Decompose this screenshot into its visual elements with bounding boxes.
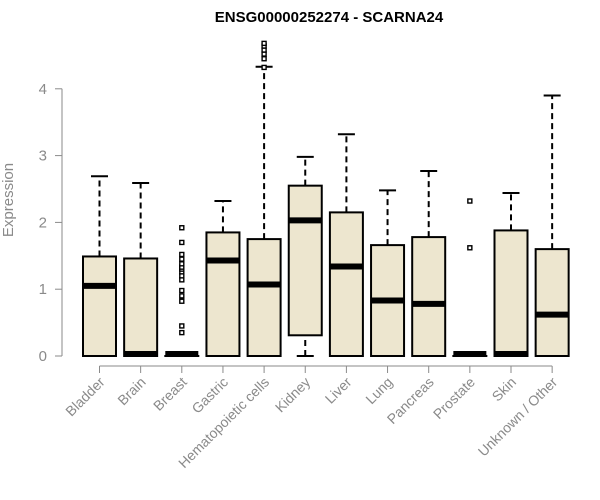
outlier-point <box>179 256 185 262</box>
box-group <box>82 40 570 358</box>
x-tick-label: Skin <box>489 374 520 405</box>
chart-title: ENSG00000252274 - SCARNA24 <box>215 9 444 26</box>
outlier-point <box>179 293 185 299</box>
box-body <box>82 255 117 357</box>
x-tick-label: Brain <box>114 374 148 408</box>
y-tick-label: 2 <box>39 214 47 231</box>
outlier-point <box>467 198 473 204</box>
x-tick-label: Kidney <box>272 374 314 416</box>
box-lung <box>370 189 406 357</box>
outlier-point <box>261 40 267 47</box>
outlier-point <box>179 225 185 231</box>
x-tick-label: Prostate <box>430 374 478 422</box>
outlier-point <box>261 64 267 71</box>
y-axis: 0 1 2 3 4 <box>39 81 63 365</box>
box-hematopoietic-cells <box>246 40 282 358</box>
x-tick-label: Breast <box>150 374 190 414</box>
outlier-point <box>261 56 267 62</box>
box-skin <box>493 192 529 357</box>
outlier-point <box>179 323 185 329</box>
box-breast <box>164 225 200 358</box>
box-unknown-other <box>534 94 570 357</box>
box-body <box>534 248 570 357</box>
box-kidney <box>287 155 323 357</box>
box-gastric <box>205 200 241 357</box>
outlier-point <box>179 239 185 246</box>
box-pancreas <box>411 169 447 357</box>
outlier-point <box>179 251 185 258</box>
y-tick-label: 4 <box>39 81 47 98</box>
box-prostate <box>452 198 488 358</box>
box-liver <box>328 133 364 357</box>
box-body <box>205 231 241 357</box>
box-bladder <box>82 175 117 357</box>
box-body <box>123 257 159 357</box>
x-tick-label: Liver <box>322 374 355 407</box>
outlier-point <box>179 261 185 267</box>
box-body <box>411 236 447 357</box>
y-tick-label: 3 <box>39 148 47 165</box>
outlier-point <box>179 287 185 294</box>
y-tick-label: 0 <box>39 348 47 365</box>
box-brain <box>123 181 159 357</box>
outlier-point <box>179 298 185 304</box>
box-body <box>287 184 323 337</box>
x-tick-label: Bladder <box>62 374 108 420</box>
box-body <box>493 229 529 357</box>
outlier-point <box>467 245 473 251</box>
x-tick-label: Lung <box>362 374 395 407</box>
y-axis-label: Expression <box>0 163 17 237</box>
outlier-point <box>179 329 185 336</box>
y-tick-label: 1 <box>39 281 47 298</box>
box-body <box>328 211 364 357</box>
box-body <box>246 238 282 358</box>
